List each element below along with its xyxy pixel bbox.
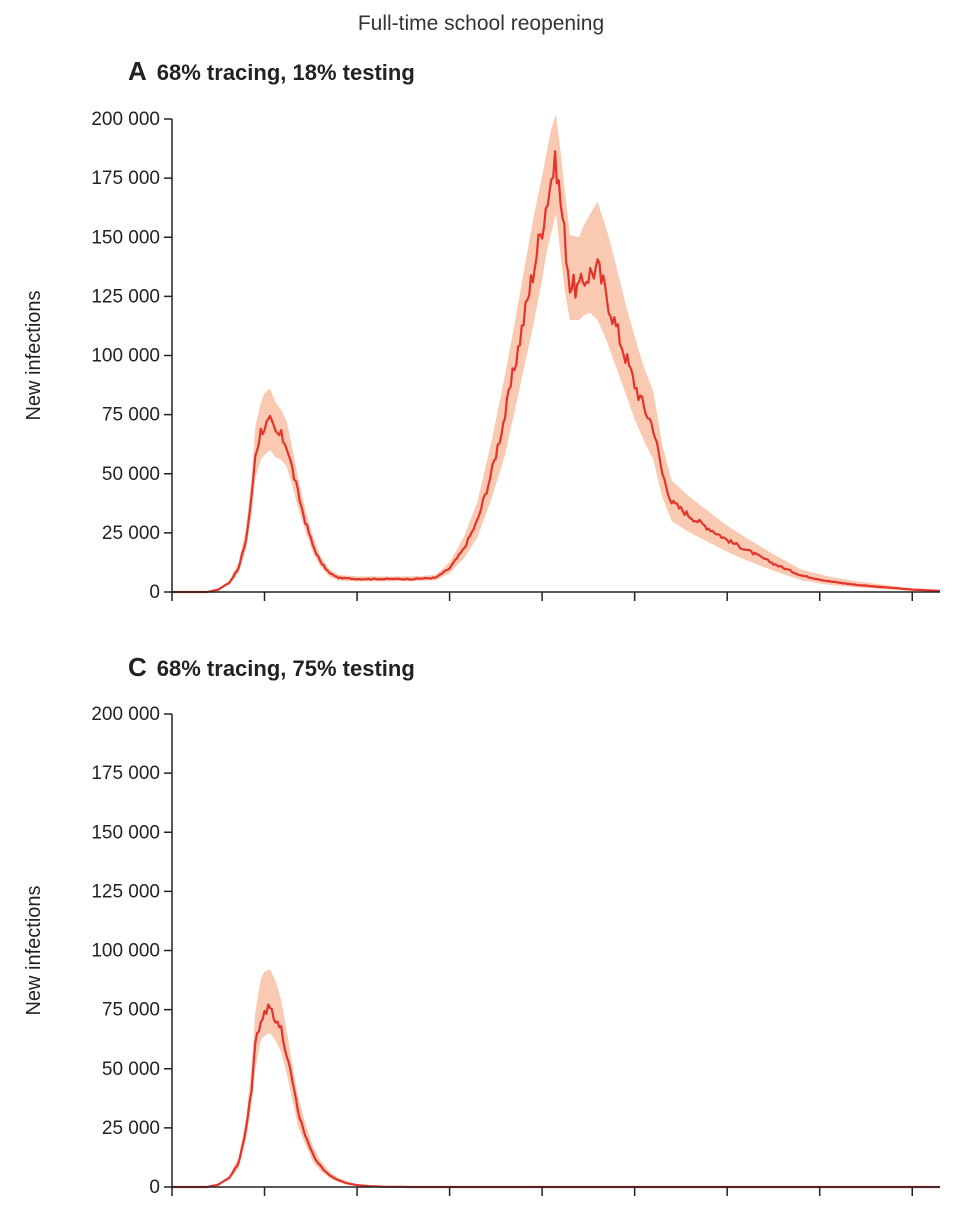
chart-panel-a: 0 25 000 50 000 75 000 100 000 125 000 150 000…: [23, 109, 940, 603]
y-tick-label: 50 000: [102, 464, 160, 485]
y-axis-label: New infections: [23, 885, 45, 1015]
y-axis-label: New infections: [23, 290, 45, 420]
panel-c-letter: C: [128, 652, 147, 682]
panel-a-title-text: 68% tracing, 18% testing: [156, 60, 415, 85]
panel-a-letter: A: [128, 56, 147, 86]
uncertainty-band: [172, 969, 940, 1187]
series-line: [172, 1003, 940, 1189]
y-tick-label: 75 000: [102, 1000, 160, 1021]
uncertainty-band: [172, 114, 940, 593]
y-tick-label: 150 000: [91, 822, 160, 843]
y-tick-label: 75 000: [102, 405, 160, 426]
y-tick-label: 25 000: [102, 523, 160, 544]
y-tick-label: 100 000: [91, 941, 160, 962]
y-tick-label: 25 000: [102, 1118, 160, 1139]
y-tick-label: 125 000: [91, 286, 160, 307]
y-tick-label: 125 000: [91, 881, 160, 902]
y-tick-label: 200 000: [91, 704, 160, 725]
y-tick-label: 150 000: [91, 227, 160, 248]
y-tick-label: 200 000: [91, 109, 160, 130]
chart-panel-c: 0 25 000 50 000 75 000 100 000 125 000 150 000…: [23, 704, 940, 1198]
y-tick-label: 175 000: [91, 763, 160, 784]
panel-c-title: C 68% tracing, 75% testing: [128, 652, 415, 683]
panel-a-title: A 68% tracing, 18% testing: [128, 56, 415, 87]
y-tick-label: 100 000: [91, 346, 160, 367]
y-tick-label: 0: [149, 582, 160, 603]
y-tick-label: 50 000: [102, 1059, 160, 1080]
figure-title: Full-time school reopening: [357, 12, 605, 35]
y-tick-label: 0: [149, 1177, 160, 1198]
series-line: [172, 150, 940, 594]
y-tick-label: 175 000: [91, 168, 160, 189]
panel-c-title-text: 68% tracing, 75% testing: [156, 656, 415, 681]
